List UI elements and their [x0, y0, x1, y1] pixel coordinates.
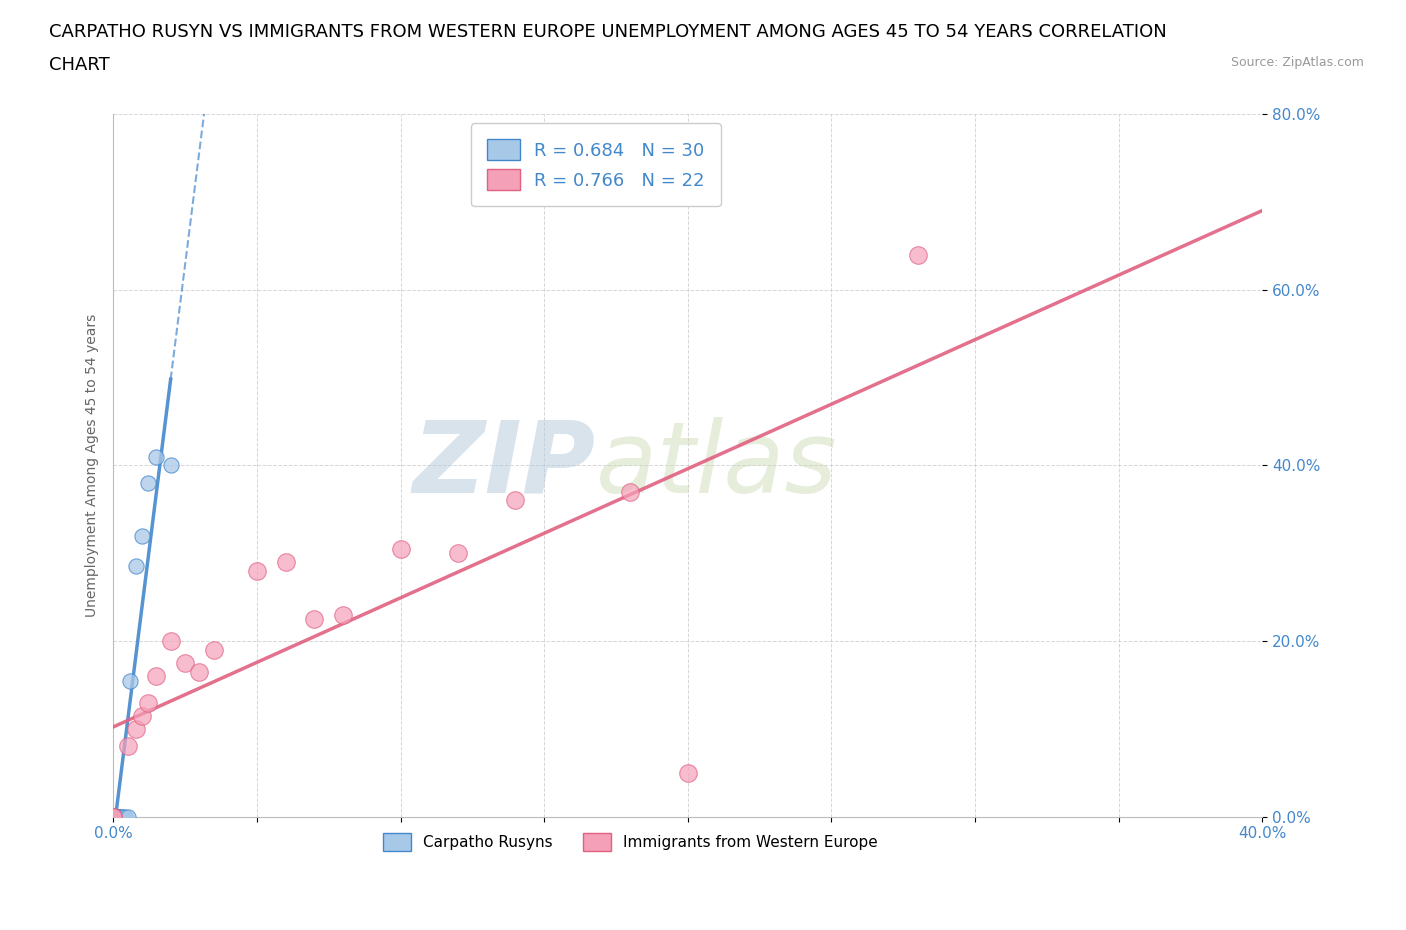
Point: [103, 809, 125, 824]
Point: [108, 809, 131, 824]
Point: [117, 809, 139, 824]
Point: [145, 449, 167, 464]
Point: [108, 809, 131, 824]
Point: [105, 809, 128, 824]
Point: [105, 809, 128, 824]
Point: [108, 809, 131, 824]
Point: [174, 656, 197, 671]
Point: [105, 809, 128, 824]
Point: [246, 564, 269, 578]
Point: [274, 554, 297, 569]
Point: [103, 809, 125, 824]
Point: [145, 669, 167, 684]
Text: atlas: atlas: [596, 417, 838, 514]
Point: [103, 809, 125, 824]
Point: [103, 809, 125, 824]
Y-axis label: Unemployment Among Ages 45 to 54 years: Unemployment Among Ages 45 to 54 years: [86, 313, 100, 617]
Point: [188, 664, 211, 679]
Legend: Carpatho Rusyns, Immigrants from Western Europe: Carpatho Rusyns, Immigrants from Western…: [375, 825, 886, 858]
Point: [103, 809, 125, 824]
Point: [103, 809, 125, 824]
Point: [105, 809, 128, 824]
Point: [120, 673, 142, 688]
Point: [103, 809, 125, 824]
Point: [131, 528, 153, 543]
Point: [447, 546, 470, 561]
Point: [125, 559, 148, 574]
Point: [332, 607, 354, 622]
Point: [304, 612, 326, 627]
Text: Source: ZipAtlas.com: Source: ZipAtlas.com: [1230, 56, 1364, 69]
Point: [505, 493, 527, 508]
Text: ZIP: ZIP: [413, 417, 596, 514]
Point: [114, 809, 136, 824]
Point: [111, 809, 134, 824]
Text: CHART: CHART: [49, 56, 110, 73]
Point: [103, 809, 125, 824]
Point: [676, 765, 699, 780]
Point: [159, 633, 181, 648]
Point: [125, 722, 148, 737]
Point: [111, 809, 134, 824]
Point: [103, 809, 125, 824]
Point: [136, 475, 159, 490]
Point: [907, 247, 929, 262]
Point: [389, 541, 412, 556]
Point: [103, 809, 125, 824]
Point: [105, 809, 128, 824]
Point: [108, 809, 131, 824]
Point: [103, 809, 125, 824]
Point: [103, 809, 125, 824]
Point: [136, 695, 159, 710]
Point: [159, 458, 181, 472]
Point: [202, 643, 225, 658]
Point: [131, 709, 153, 724]
Point: [619, 485, 641, 499]
Text: CARPATHO RUSYN VS IMMIGRANTS FROM WESTERN EUROPE UNEMPLOYMENT AMONG AGES 45 TO 5: CARPATHO RUSYN VS IMMIGRANTS FROM WESTER…: [49, 23, 1167, 41]
Point: [117, 739, 139, 754]
Point: [103, 809, 125, 824]
Point: [105, 809, 128, 824]
